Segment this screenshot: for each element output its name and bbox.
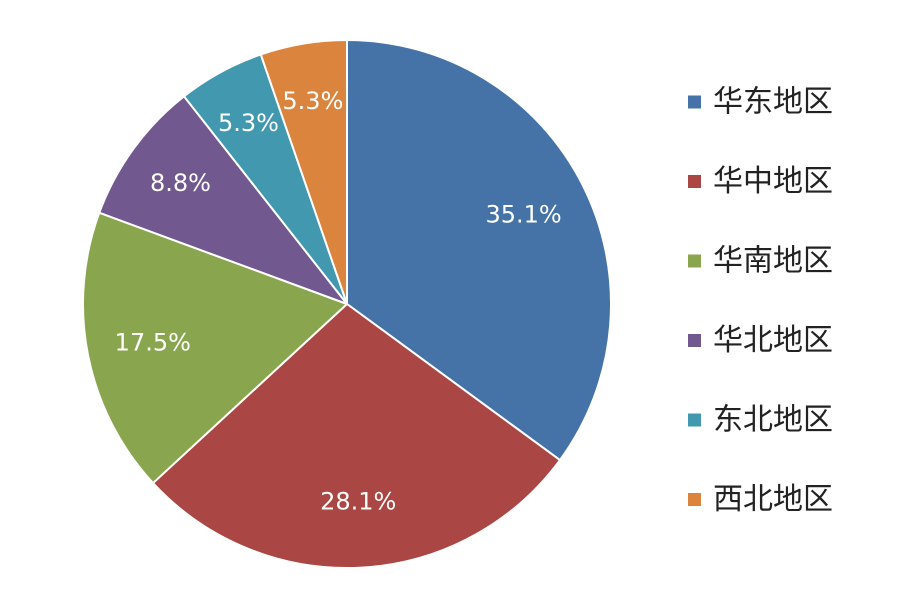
legend-item-2: 华中地区 (688, 164, 833, 199)
data-label-5: 5.3% (218, 109, 279, 137)
data-label-2: 28.1% (320, 488, 396, 516)
pie-slice-2 (152, 303, 561, 569)
pie-slice-6 (259, 39, 348, 305)
pie-slice-4 (98, 95, 348, 305)
legend-item-6: 西北地区 (688, 482, 833, 517)
legend-item-1: 华东地区 (688, 85, 833, 120)
legend-label-1: 华东地区 (713, 85, 833, 120)
legend-item-4: 华北地区 (688, 323, 833, 358)
pie-slice-1 (346, 39, 612, 462)
data-label-4: 8.8% (150, 169, 211, 197)
data-label-3: 17.5% (115, 329, 191, 357)
legend-label-6: 西北地区 (713, 482, 833, 517)
legend-swatch-2 (688, 175, 701, 188)
pie-slices (82, 39, 612, 569)
legend-swatch-5 (688, 413, 701, 427)
legend-swatch-4 (688, 334, 701, 347)
legend-label-5: 东北地区 (713, 403, 833, 438)
legend-item-5: 东北地区 (688, 403, 833, 438)
data-label-1: 35.1% (485, 201, 561, 229)
legend-label-2: 华中地区 (713, 164, 833, 199)
data-labels: 35.1% 28.1% 17.5% 8.8% 5.3%5.3% (115, 87, 562, 516)
legend-swatch-3 (688, 254, 701, 268)
data-label-6: 5.3% (282, 87, 343, 115)
legend-label-4: 华北地区 (713, 323, 833, 358)
legend-item-3: 华南地区 (688, 244, 833, 279)
legend-label-3: 华南地区 (713, 244, 833, 279)
legend-swatch-6 (688, 493, 701, 506)
legend-swatch-1 (688, 95, 701, 109)
